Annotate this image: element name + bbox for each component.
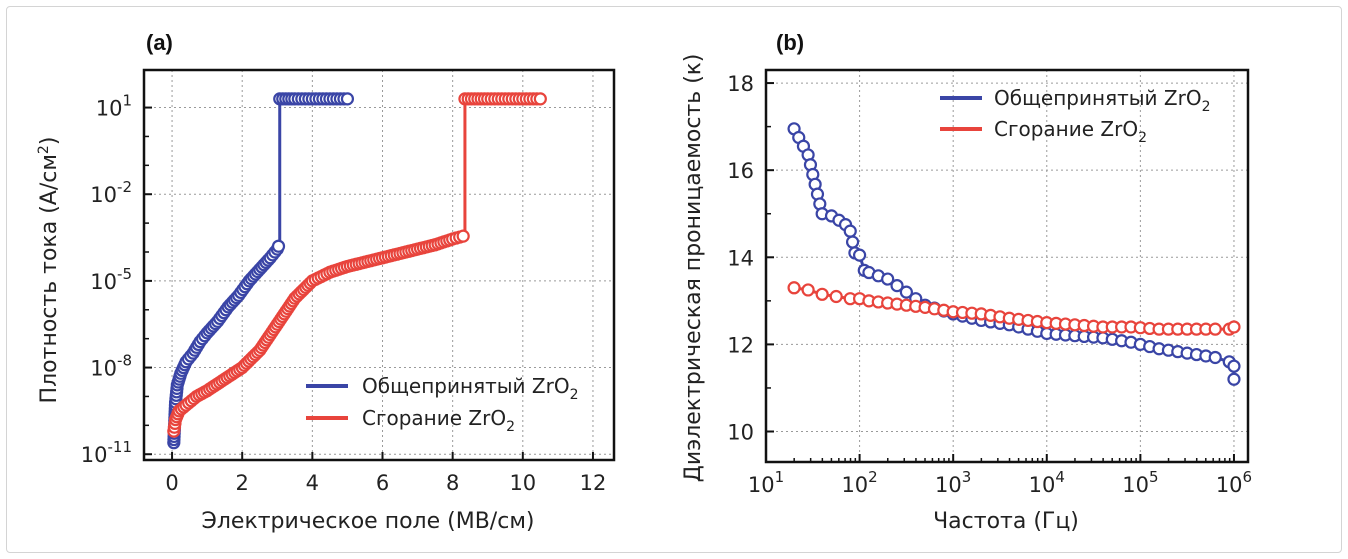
chart-b-x-tick-label: 105 [1122, 468, 1158, 497]
chart-b-x-axis-label: Частота (Гц) [933, 509, 1079, 534]
chart-a-series-1-marker [533, 92, 547, 106]
chart-b-x-tick-label: 101 [748, 468, 784, 497]
chart-a-series-1-marker [456, 229, 470, 243]
chart-a-y-axis-label-sup: 2 [36, 145, 52, 154]
chart-a-x-axis-label: Электрическое поле (МВ/см) [201, 509, 534, 534]
chart-b-x-tick-label: 104 [1029, 468, 1065, 497]
chart-a-series-0-marker [340, 92, 355, 106]
chart-a-y-tick-label: 101 [96, 92, 132, 121]
chart-b-series-1-marker [801, 283, 815, 297]
chart-b-series-0-marker [1208, 350, 1222, 365]
chart-a-legend-sub-0: 2 [570, 387, 579, 403]
chart-b-y-tick-label: 14 [727, 246, 754, 270]
chart-b-y-axis-label: Диэлектрическая проницаемость (κ) [681, 54, 706, 483]
chart-b-legend-label-0: Общепринятый ZrO [994, 86, 1202, 110]
chart-a-legend-sub-1: 2 [506, 419, 515, 435]
chart-a-legend-entry-1: Сгорание ZrO2 [362, 406, 515, 435]
chart-b-y-tick-label: 16 [727, 159, 754, 183]
chart-b-panel-label: (b) [776, 30, 804, 55]
chart-a-y-tick-label: 10-8 [90, 352, 132, 381]
chart-a-x-tick-label: 12 [580, 471, 607, 495]
chart-b-series-1-marker [1208, 322, 1222, 336]
chart-a-y-axis-label-main: Плотность тока (А/см [37, 154, 62, 403]
chart-b-series-1-marker [787, 281, 801, 295]
chart-a-series-0-marker [271, 239, 286, 253]
chart-b-axes-frame [764, 68, 1250, 464]
chart-b-legend-label-1: Сгорание ZrO [994, 117, 1138, 141]
chart-b-series-0-marker [843, 224, 857, 238]
chart-a-series [167, 92, 547, 450]
chart-b-series-0-marker [1227, 372, 1241, 386]
chart-b-x-tick-label: 102 [841, 468, 877, 497]
chart-b-legend: Общепринятый ZrO2 Сгорание ZrO2 [940, 86, 1210, 146]
chart-b-series-0-marker [1227, 359, 1241, 373]
chart-b-legend-entry-0: Общепринятый ZrO2 [994, 86, 1210, 115]
chart-a-y-tick-label: 10-2 [90, 178, 132, 207]
chart-b-series [787, 122, 1241, 386]
chart-b-y-tick-label: 12 [727, 333, 754, 357]
chart-a: 0 2 4 6 8 10 12 101 10-2 10-5 10-8 10-11 (a) Электр… [36, 30, 616, 534]
chart-b-x-tick-label: 103 [935, 468, 971, 497]
chart-a-x-tick-label: 4 [306, 471, 319, 495]
chart-a-legend-label-0: Общепринятый ZrO [362, 374, 570, 398]
chart-a-legend: Общепринятый ZrO2 Сгорание ZrO2 [306, 374, 578, 435]
chart-a-x-tick-label: 2 [236, 471, 249, 495]
chart-b-series-0-marker [890, 279, 904, 293]
chart-a-ticks: 0 2 4 6 8 10 12 101 10-2 10-5 10-8 10-11 [81, 92, 607, 495]
chart-b-legend-sub-0: 2 [1202, 99, 1211, 115]
chart-a-y-tick-label: 10-5 [90, 265, 132, 294]
chart-b-grid [765, 70, 1248, 462]
chart-a-x-tick-label: 6 [376, 471, 389, 495]
chart-b-x-tick-label: 106 [1216, 468, 1252, 497]
chart-b-ticks: 101 102 103 104 105 106 10 12 14 16 18 [727, 72, 1252, 497]
chart-a-y-axis-label-end: ) [37, 137, 62, 146]
chart-a-panel-label: (a) [146, 30, 173, 55]
chart-b-series-0-marker [852, 248, 867, 262]
chart-b-series-1-marker [815, 287, 829, 301]
chart-a-legend-label-1: Сгорание ZrO [362, 406, 506, 430]
chart-a-x-tick-label: 8 [446, 471, 459, 495]
chart-b-y-tick-label: 10 [727, 421, 754, 445]
chart-b: 101 102 103 104 105 106 10 12 14 16 18 (b) Частота… [681, 30, 1252, 534]
chart-b-legend-entry-1: Сгорание ZrO2 [994, 117, 1147, 146]
chart-b-series-1-marker [1227, 320, 1241, 334]
chart-a-y-axis-label: Плотность тока (А/см2) [36, 137, 62, 404]
chart-a-axes-frame [142, 68, 616, 462]
chart-a-x-tick-label: 0 [165, 471, 178, 495]
chart-b-series-0-marker [899, 285, 913, 299]
chart-a-legend-entry-0: Общепринятый ZrO2 [362, 374, 578, 403]
chart-a-y-tick-label: 10-11 [81, 438, 132, 467]
chart-b-y-tick-label: 18 [727, 72, 754, 96]
chart-b-series-1-marker [829, 289, 843, 304]
chart-b-series-0-marker [845, 235, 860, 249]
chart-a-x-tick-label: 10 [509, 471, 536, 495]
figure-frame [6, 6, 1342, 553]
chart-b-legend-sub-1: 2 [1138, 130, 1147, 146]
chart-b-series-0-marker [881, 272, 895, 286]
